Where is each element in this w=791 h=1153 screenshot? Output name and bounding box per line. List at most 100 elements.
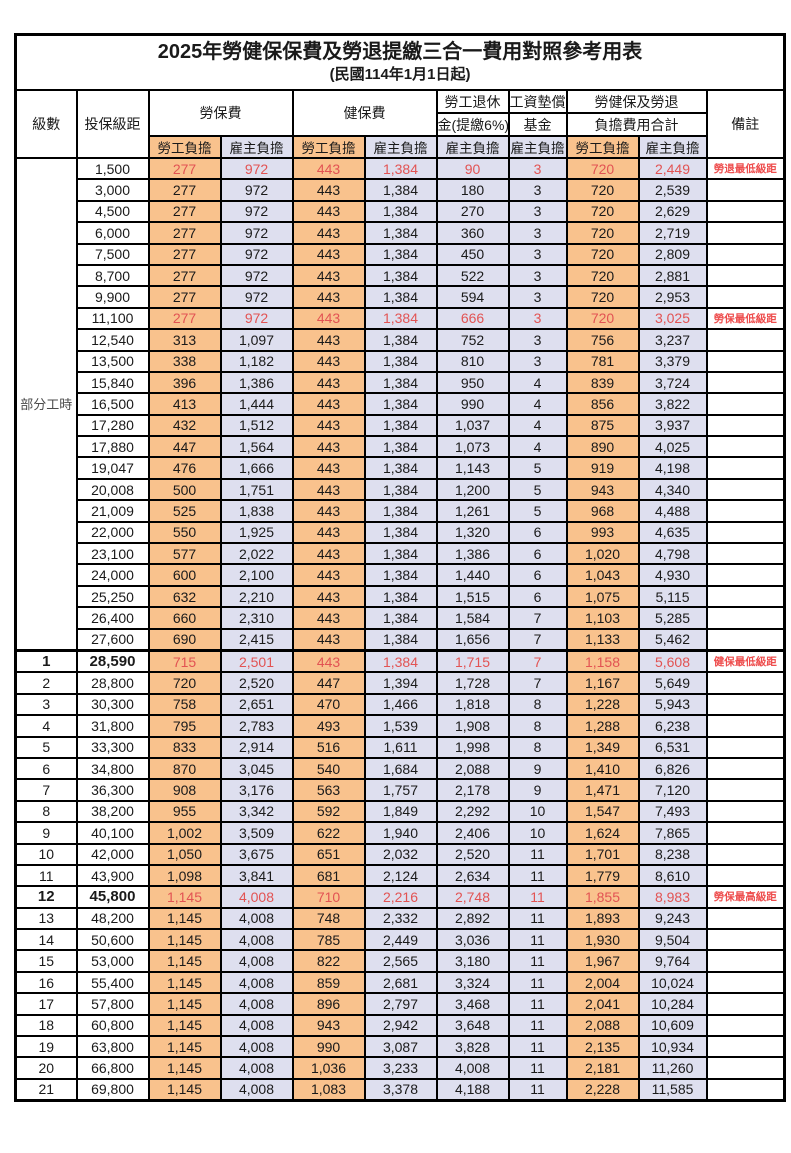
wage-fund-cell: 11	[507, 885, 568, 909]
wage-fund-cell: 7	[507, 627, 568, 652]
health-employer-cell: 1,384	[363, 178, 438, 202]
part-time-merged-cell: 部分工時	[14, 156, 78, 652]
remark-cell	[705, 714, 786, 738]
wage-fund-cell: 6	[507, 563, 568, 587]
pension-cell: 360	[435, 221, 510, 245]
total-employee-cell: 1,020	[565, 542, 640, 566]
level-cell: 11	[14, 863, 78, 888]
pension-cell: 2,088	[435, 756, 510, 781]
labor-employer-cell: 972	[219, 221, 294, 245]
remark-cell: 勞保最低級距	[705, 306, 786, 331]
health-employee-cell: 443	[291, 263, 366, 288]
wage-fund-cell: 6	[507, 520, 568, 545]
remark-cell	[705, 735, 786, 759]
remark-cell	[705, 242, 786, 266]
health-employee-cell: 1,083	[291, 1077, 366, 1102]
labor-employee-cell: 1,098	[147, 863, 222, 888]
labor-employer-cell: 3,176	[219, 778, 294, 802]
remark-cell	[705, 413, 786, 438]
labor-employer-cell: 2,651	[219, 692, 294, 717]
pension-cell: 1,261	[435, 499, 510, 523]
header-wage-fund-line1: 工資墊償	[507, 89, 568, 114]
total-employee-cell: 720	[565, 156, 640, 181]
health-employee-cell: 896	[291, 992, 366, 1016]
labor-employee-cell: 277	[147, 178, 222, 202]
bracket-cell: 17,880	[75, 435, 150, 459]
total-employee-cell: 1,701	[565, 842, 640, 866]
level-cell: 7	[14, 778, 78, 802]
health-employee-cell: 651	[291, 842, 366, 866]
health-employee-cell: 443	[291, 413, 366, 438]
table-row: 18 60,800 1,145 4,008 943 2,942 3,648 11 2,088 10…	[14, 1013, 786, 1038]
total-employee-cell: 839	[565, 370, 640, 395]
remark-cell	[705, 756, 786, 781]
table-row: 11 43,900 1,098 3,841 681 2,124 2,634 11 1,779 8,…	[14, 863, 786, 888]
remark-cell	[705, 520, 786, 545]
labor-employer-cell: 4,008	[219, 928, 294, 952]
bracket-cell: 9,900	[75, 285, 150, 309]
health-employee-cell: 443	[291, 456, 366, 480]
remark-cell	[705, 842, 786, 866]
health-employee-cell: 748	[291, 906, 366, 931]
bracket-cell: 45,800	[75, 885, 150, 909]
labor-employee-cell: 277	[147, 242, 222, 266]
health-employee-cell: 443	[291, 221, 366, 245]
wage-fund-cell: 3	[507, 263, 568, 288]
labor-employee-cell: 758	[147, 692, 222, 717]
health-employer-cell: 1,757	[363, 778, 438, 802]
level-cell: 13	[14, 906, 78, 931]
wage-fund-cell: 9	[507, 778, 568, 802]
labor-employee-cell: 447	[147, 435, 222, 459]
total-employer-cell: 4,798	[637, 542, 708, 566]
labor-employer-cell: 2,415	[219, 627, 294, 652]
total-employer-cell: 11,585	[637, 1077, 708, 1102]
table-row: 15 53,000 1,145 4,008 822 2,565 3,180 11 1,967 9,…	[14, 949, 786, 973]
total-employee-cell: 1,288	[565, 714, 640, 738]
health-employee-cell: 443	[291, 627, 366, 652]
total-employer-cell: 2,953	[637, 285, 708, 309]
total-employer-cell: 4,198	[637, 456, 708, 480]
total-employee-cell: 1,779	[565, 863, 640, 888]
total-employee-cell: 1,624	[565, 821, 640, 845]
header-wage-fund-line2: 基金	[507, 112, 568, 137]
health-employer-cell: 2,565	[363, 949, 438, 973]
total-employer-cell: 4,635	[637, 520, 708, 545]
remark-cell	[705, 1034, 786, 1059]
remark-cell	[705, 221, 786, 245]
labor-employer-cell: 1,564	[219, 435, 294, 459]
health-employer-cell: 1,384	[363, 456, 438, 480]
bracket-cell: 36,300	[75, 778, 150, 802]
header-pension-line2: 金(提繳6%)	[435, 112, 510, 137]
total-employee-cell: 968	[565, 499, 640, 523]
level-cell: 6	[14, 756, 78, 781]
wage-fund-cell: 11	[507, 1034, 568, 1059]
bracket-cell: 63,800	[75, 1034, 150, 1059]
remark-cell	[705, 178, 786, 202]
labor-employer-cell: 1,925	[219, 520, 294, 545]
pension-cell: 522	[435, 263, 510, 288]
total-employee-cell: 720	[565, 199, 640, 224]
total-employer-cell: 6,238	[637, 714, 708, 738]
health-employee-cell: 443	[291, 328, 366, 352]
health-employer-cell: 1,384	[363, 499, 438, 523]
wage-fund-cell: 5	[507, 477, 568, 502]
remark-cell	[705, 499, 786, 523]
labor-employee-cell: 396	[147, 370, 222, 395]
remark-cell	[705, 970, 786, 995]
health-employer-cell: 1,684	[363, 756, 438, 781]
total-employer-cell: 2,539	[637, 178, 708, 202]
page-title: 2025年勞健保保費及勞退提繳三合一費用對照參考用表	[157, 41, 643, 63]
table-row: 8 38,200 955 3,342 592 1,849 2,292 10 1,547 7,493	[14, 799, 786, 824]
subheader-total-employer: 雇主負擔	[637, 135, 708, 159]
wage-fund-cell: 11	[507, 863, 568, 888]
total-employer-cell: 2,809	[637, 242, 708, 266]
pension-cell: 270	[435, 199, 510, 224]
total-employee-cell: 1,228	[565, 692, 640, 717]
remark-cell	[705, 370, 786, 395]
table-row: 1 28,590 715 2,501 443 1,384 1,715 7 1,158 5,608 健…	[14, 648, 786, 674]
pension-cell: 1,320	[435, 520, 510, 545]
table-row: 3 30,300 758 2,651 470 1,466 1,818 8 1,228 5,943	[14, 692, 786, 717]
labor-employee-cell: 1,145	[147, 1013, 222, 1038]
pension-cell: 1,998	[435, 735, 510, 759]
total-employer-cell: 4,340	[637, 477, 708, 502]
